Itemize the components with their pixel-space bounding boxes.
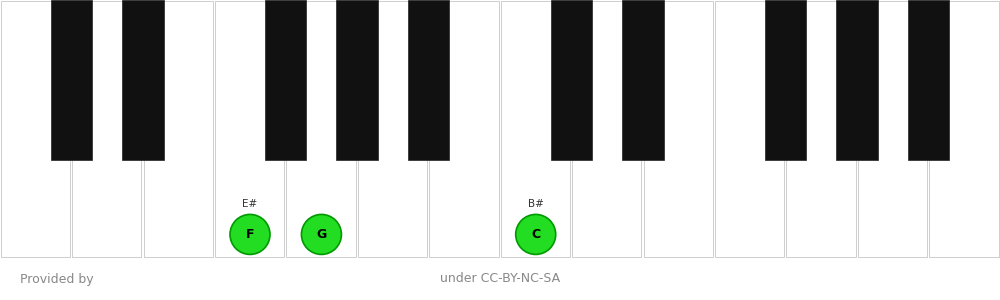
Bar: [929, 1, 999, 257]
Bar: [286, 1, 356, 257]
Bar: [836, 0, 878, 160]
Circle shape: [301, 214, 341, 254]
Bar: [644, 1, 713, 257]
Bar: [1, 1, 70, 257]
Bar: [51, 0, 92, 160]
Bar: [786, 1, 856, 257]
Text: B#: B#: [528, 199, 544, 209]
Text: F: F: [246, 228, 254, 241]
Text: C: C: [531, 228, 540, 241]
Bar: [122, 0, 164, 160]
Text: E#: E#: [242, 199, 258, 209]
Bar: [408, 0, 449, 160]
Bar: [715, 1, 784, 257]
Text: under CC-BY-NC-SA: under CC-BY-NC-SA: [440, 272, 560, 286]
Bar: [765, 0, 806, 160]
Circle shape: [230, 214, 270, 254]
Bar: [501, 1, 570, 257]
Bar: [858, 1, 927, 257]
Bar: [144, 1, 213, 257]
Bar: [215, 1, 284, 257]
Text: G: G: [316, 228, 327, 241]
Bar: [429, 1, 499, 257]
Bar: [908, 0, 949, 160]
Bar: [551, 0, 592, 160]
Bar: [358, 1, 427, 257]
Bar: [336, 0, 378, 160]
Circle shape: [516, 214, 556, 254]
Text: Provided by: Provided by: [20, 272, 94, 286]
Bar: [265, 0, 306, 160]
Bar: [622, 0, 664, 160]
Bar: [572, 1, 641, 257]
Bar: [72, 1, 141, 257]
